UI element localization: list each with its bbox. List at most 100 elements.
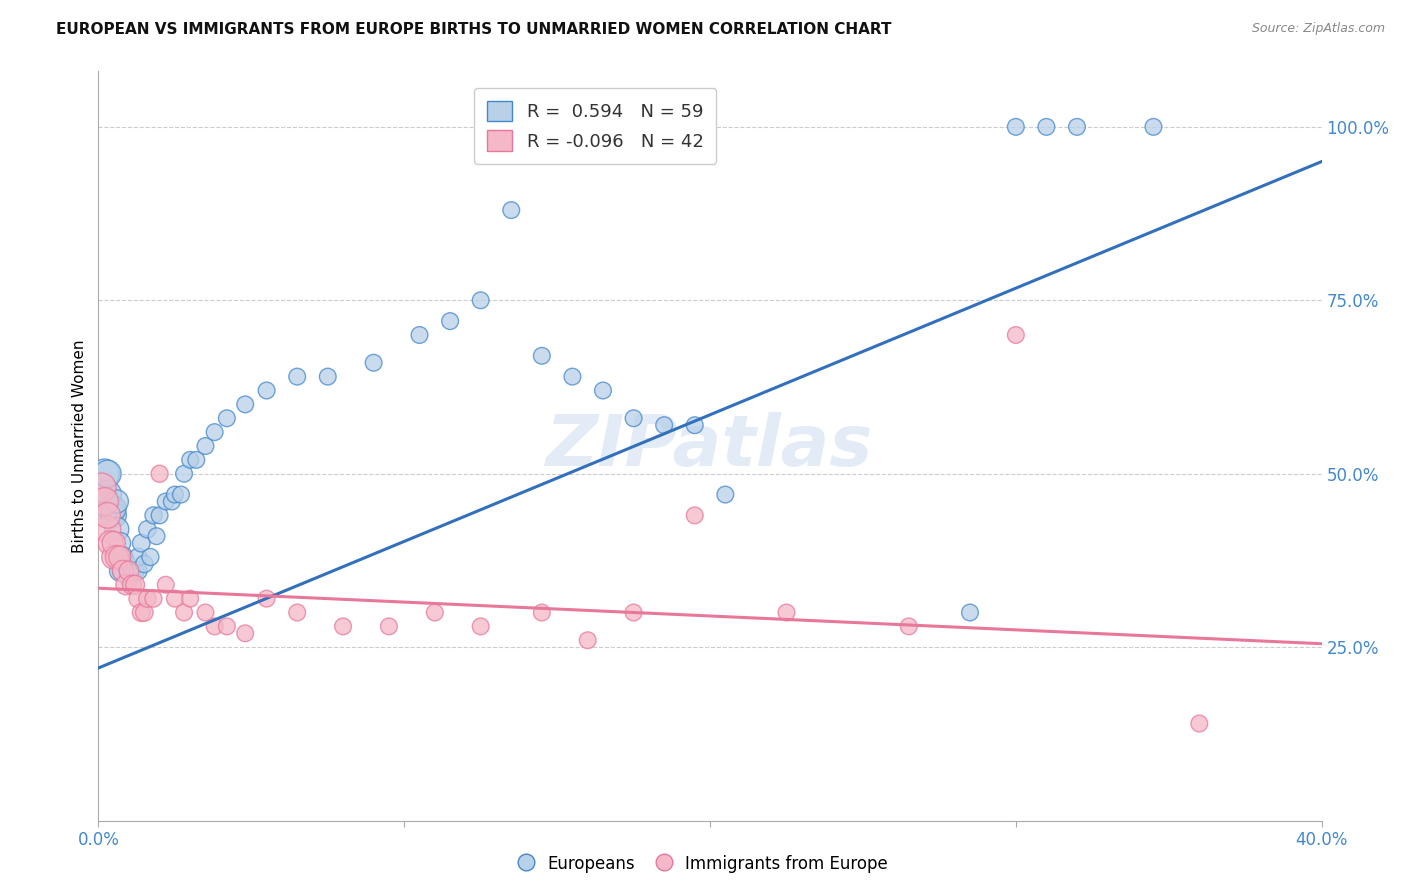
Point — [897, 619, 920, 633]
Point — [115, 557, 138, 571]
Point — [97, 467, 120, 481]
Point — [149, 508, 172, 523]
Text: Source: ZipAtlas.com: Source: ZipAtlas.com — [1251, 22, 1385, 36]
Point — [121, 578, 143, 592]
Point — [127, 564, 149, 578]
Point — [1004, 120, 1026, 134]
Point — [470, 619, 492, 633]
Text: EUROPEAN VS IMMIGRANTS FROM EUROPE BIRTHS TO UNMARRIED WOMEN CORRELATION CHART: EUROPEAN VS IMMIGRANTS FROM EUROPE BIRTH… — [56, 22, 891, 37]
Point — [129, 536, 152, 550]
Point — [592, 384, 614, 398]
Point — [285, 606, 308, 620]
Point — [105, 549, 128, 564]
Point — [134, 557, 156, 571]
Point — [623, 606, 645, 620]
Point — [111, 549, 134, 564]
Point — [129, 606, 152, 620]
Point — [959, 606, 981, 620]
Point — [103, 501, 125, 516]
Point — [93, 494, 115, 508]
Y-axis label: Births to Unmarried Women: Births to Unmarried Women — [72, 339, 87, 553]
Point — [1004, 328, 1026, 343]
Point — [173, 467, 195, 481]
Point — [142, 508, 165, 523]
Point — [127, 591, 149, 606]
Legend: R =  0.594   N = 59, R = -0.096   N = 42: R = 0.594 N = 59, R = -0.096 N = 42 — [474, 88, 716, 164]
Point — [561, 369, 583, 384]
Point — [103, 549, 125, 564]
Point — [363, 356, 385, 370]
Point — [127, 549, 149, 564]
Point — [378, 619, 401, 633]
Point — [1142, 120, 1164, 134]
Point — [134, 606, 156, 620]
Point — [155, 578, 177, 592]
Point — [100, 501, 122, 516]
Point — [149, 467, 172, 481]
Point — [408, 328, 430, 343]
Point — [124, 564, 146, 578]
Point — [163, 487, 186, 501]
Point — [215, 411, 238, 425]
Point — [683, 508, 706, 523]
Point — [1188, 716, 1211, 731]
Point — [423, 606, 446, 620]
Point — [204, 425, 226, 439]
Point — [316, 369, 339, 384]
Point — [103, 536, 125, 550]
Point — [90, 481, 112, 495]
Point — [179, 591, 201, 606]
Point — [108, 549, 131, 564]
Point — [256, 591, 278, 606]
Point — [155, 494, 177, 508]
Point — [97, 508, 120, 523]
Text: ZIPatlas: ZIPatlas — [547, 411, 873, 481]
Point — [439, 314, 461, 328]
Point — [1066, 120, 1088, 134]
Point — [118, 564, 141, 578]
Point — [623, 411, 645, 425]
Point — [501, 203, 523, 218]
Point — [111, 564, 134, 578]
Point — [530, 606, 553, 620]
Point — [103, 508, 125, 523]
Point — [118, 571, 141, 585]
Point — [173, 606, 195, 620]
Point — [115, 578, 138, 592]
Point — [100, 536, 122, 550]
Point — [160, 494, 183, 508]
Point — [145, 529, 167, 543]
Point — [775, 606, 797, 620]
Point — [100, 508, 122, 523]
Legend: Europeans, Immigrants from Europe: Europeans, Immigrants from Europe — [512, 848, 894, 880]
Point — [105, 522, 128, 536]
Point — [233, 626, 256, 640]
Point — [194, 439, 217, 453]
Point — [139, 549, 162, 564]
Point — [105, 494, 128, 508]
Point — [179, 453, 201, 467]
Point — [118, 564, 141, 578]
Point — [194, 606, 217, 620]
Point — [1035, 120, 1057, 134]
Point — [233, 397, 256, 411]
Point — [93, 467, 115, 481]
Point — [142, 591, 165, 606]
Point — [204, 619, 226, 633]
Point — [714, 487, 737, 501]
Point — [108, 536, 131, 550]
Point — [97, 522, 120, 536]
Point — [136, 522, 159, 536]
Point — [576, 633, 599, 648]
Point — [683, 418, 706, 433]
Point — [215, 619, 238, 633]
Point — [285, 369, 308, 384]
Point — [332, 619, 354, 633]
Point — [256, 384, 278, 398]
Point — [186, 453, 208, 467]
Point — [170, 487, 193, 501]
Point — [163, 591, 186, 606]
Point — [652, 418, 675, 433]
Point — [121, 564, 143, 578]
Point — [90, 487, 112, 501]
